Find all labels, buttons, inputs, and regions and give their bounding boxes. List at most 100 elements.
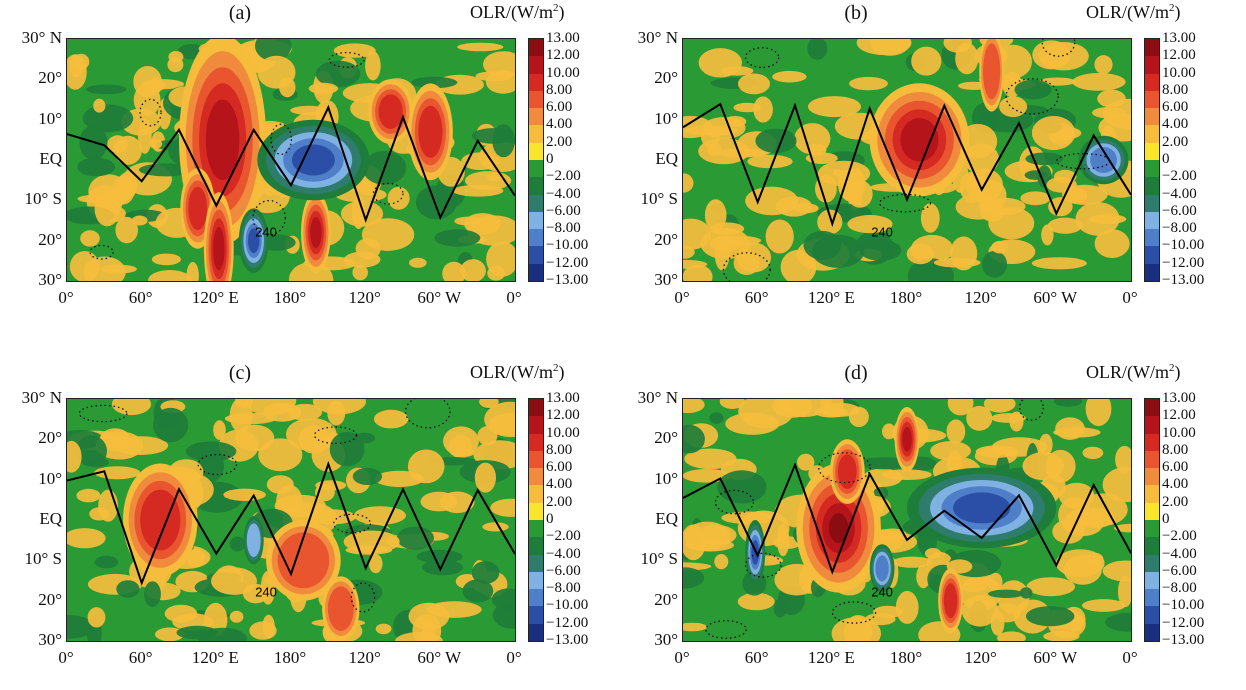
y-tick-label: 10° xyxy=(38,468,62,488)
texture-blob xyxy=(449,447,476,457)
x-tick-label: 180° xyxy=(273,288,307,307)
y-tick-label: 30° xyxy=(654,630,678,649)
texture-blob xyxy=(1043,630,1080,641)
colorbar-segment xyxy=(529,554,543,572)
colorbar-segment xyxy=(529,502,543,520)
texture-blob xyxy=(242,584,269,604)
anomaly-blob xyxy=(418,105,443,158)
colorbar-tick-label: −8.00 xyxy=(1162,580,1197,597)
texture-blob xyxy=(1047,217,1083,234)
anomaly-blob xyxy=(837,454,857,489)
texture-blob xyxy=(683,524,706,561)
texture-blob xyxy=(930,441,971,461)
texture-blob xyxy=(683,218,712,250)
colorbar-segment xyxy=(1145,571,1159,590)
texture-blob xyxy=(807,143,827,156)
colorbar-tick-label: −13.00 xyxy=(546,272,589,288)
texture-blob xyxy=(702,117,746,139)
texture-blob xyxy=(308,82,339,95)
texture-blob xyxy=(882,469,932,480)
texture-blob xyxy=(988,589,1024,598)
unit-exponent: 2 xyxy=(1169,2,1175,14)
colorbar-segment xyxy=(1145,623,1159,641)
anomaly-blob xyxy=(246,523,261,557)
x-tick-label: 120° E xyxy=(191,648,239,667)
colorbar-segment xyxy=(529,571,543,590)
colorbar-segment xyxy=(1145,433,1159,451)
texture-blob xyxy=(149,138,163,149)
anomaly-blob xyxy=(900,118,939,162)
texture-blob xyxy=(86,84,127,95)
texture-blob xyxy=(733,251,760,275)
texture-blob xyxy=(352,467,383,485)
texture-blob xyxy=(753,96,773,123)
texture-blob xyxy=(966,405,993,431)
colorbar-tick-label: −6.00 xyxy=(546,202,581,219)
y-tick-label: EQ xyxy=(655,149,678,168)
texture-blob xyxy=(683,622,707,632)
colorbar-segment xyxy=(1145,416,1159,434)
unit-close: ) xyxy=(1174,2,1181,22)
colorbar-tick-label: 0 xyxy=(1162,151,1170,167)
colorbar-segment xyxy=(529,468,543,486)
texture-blob xyxy=(1026,577,1075,597)
significance-dots xyxy=(252,200,286,236)
y-tick-label: 20° xyxy=(654,68,678,88)
y-tick-label: 20° xyxy=(38,68,62,88)
texture-blob xyxy=(1085,399,1112,427)
colorbar-segment xyxy=(529,194,543,212)
contour-240 xyxy=(67,104,515,224)
x-tick-label: 180° xyxy=(889,288,923,307)
y-tick-label: 10° S xyxy=(640,189,678,209)
y-tick-label: 10° xyxy=(654,468,678,488)
x-tick-label: 0° xyxy=(1122,288,1138,307)
colorbar-tick-label: −8.00 xyxy=(546,580,581,597)
texture-blob xyxy=(772,70,807,83)
colorbar-segment xyxy=(1145,468,1159,486)
unit-text: OLR/(W/m xyxy=(1086,2,1169,22)
y-tick-label: EQ xyxy=(39,509,62,528)
texture-blob xyxy=(373,409,409,429)
y-tick-label: 20° xyxy=(654,428,678,448)
anomaly-blob xyxy=(875,555,889,582)
texture-blob xyxy=(144,581,161,607)
x-tick-label: 120° xyxy=(964,288,997,307)
texture-blob xyxy=(263,402,302,422)
texture-blob xyxy=(683,399,705,414)
texture-blob xyxy=(1053,399,1083,407)
texture-blob xyxy=(997,631,1026,641)
colorbar-segment xyxy=(1145,177,1159,195)
texture-blob xyxy=(67,528,106,549)
colorbar-segment xyxy=(529,246,543,264)
texture-blob xyxy=(683,567,705,589)
texture-blob xyxy=(155,627,185,641)
panel-title: (c) xyxy=(228,362,252,384)
texture-blob xyxy=(981,251,1008,278)
x-tick-label: 60° W xyxy=(417,288,462,307)
contour-label: 240 xyxy=(871,585,893,600)
texture-blob xyxy=(988,572,1003,592)
texture-blob xyxy=(725,412,780,435)
texture-blob xyxy=(487,265,505,281)
y-tick-label: 10° xyxy=(38,108,62,128)
colorbar-tick-label: 2.00 xyxy=(1162,493,1189,510)
colorbar-segment xyxy=(1145,125,1159,143)
map-panel: (c) OLR/(W/m2) 240 30° N 20° 10° EQ 10° S 20° 30°… xyxy=(0,360,600,690)
colorbar-segment xyxy=(1145,589,1159,607)
colorbar-segment xyxy=(529,142,543,160)
texture-blob xyxy=(1075,202,1120,236)
x-tick-label: 60° xyxy=(128,288,153,307)
anomaly-blob xyxy=(327,586,354,631)
map-svg: 240 xyxy=(683,39,1131,281)
texture-blob xyxy=(1097,89,1126,108)
texture-blob xyxy=(186,548,206,568)
texture-blob xyxy=(1031,115,1076,151)
y-tick-label: 10° S xyxy=(640,549,678,569)
texture-blob xyxy=(858,457,911,470)
x-tick-label: 120° xyxy=(348,648,381,667)
texture-blob xyxy=(1072,73,1126,91)
significance-dots xyxy=(879,193,932,213)
colorbar-segment xyxy=(1145,399,1159,417)
colorbar-segment xyxy=(529,537,543,555)
x-tick-label: 0° xyxy=(506,648,522,667)
